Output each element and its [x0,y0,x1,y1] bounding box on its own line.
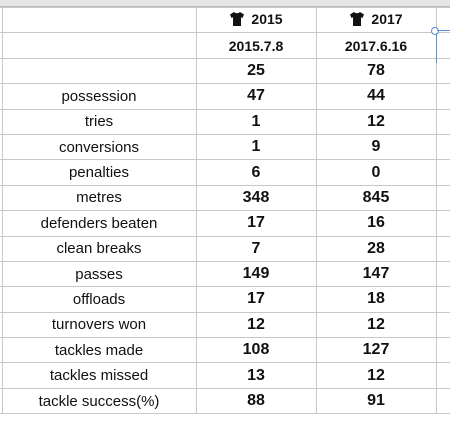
next-column-cell[interactable] [435,83,450,110]
team-a-value[interactable]: 47 [195,83,317,110]
stat-label[interactable]: tackles missed [1,362,197,389]
rugby-jersey-icon [349,11,365,30]
header-year-row: 2015 2017 [0,6,450,34]
team-a-value[interactable]: 6 [195,159,317,186]
next-column-cell[interactable] [435,311,450,339]
team-b-value[interactable]: 9 [315,133,437,161]
stat-label[interactable]: offloads [1,286,197,313]
team-a-value[interactable]: 17 [195,210,317,237]
team-b-value[interactable]: 91 [315,387,437,415]
stat-label[interactable] [1,57,197,85]
team-a-year: 2015 [251,10,283,27]
stat-label[interactable]: penalties [1,159,197,186]
stat-row: clean breaks 7 28 [0,235,450,262]
team-b-value[interactable]: 12 [315,108,437,135]
team-a-date[interactable]: 2015.7.8 [195,32,317,59]
team-b-value[interactable]: 12 [315,311,437,339]
stat-row: passes 149 147 [0,260,450,288]
stat-label[interactable]: defenders beaten [1,210,197,237]
team-a-year-cell[interactable]: 2015 [195,6,317,34]
stat-row: tackles missed 13 12 [0,362,450,389]
next-column-cell[interactable] [435,286,450,313]
stats-spreadsheet: 2015 2017 2015.7.8 2017.6.16 25 78 possess… [0,6,450,415]
column-header-strip [0,0,450,7]
next-column-cell[interactable] [435,210,450,237]
team-a-value[interactable]: 17 [195,286,317,313]
stat-label[interactable]: tackle success(%) [1,387,197,415]
next-column-cell[interactable] [435,133,450,161]
team-b-value[interactable]: 127 [315,337,437,364]
label-cell[interactable] [1,32,197,59]
team-a-value[interactable]: 12 [195,311,317,339]
team-b-value[interactable]: 18 [315,286,437,313]
selection-border [436,33,437,63]
next-column-cell[interactable] [435,159,450,186]
stat-row: 25 78 [0,57,450,85]
team-b-value[interactable]: 44 [315,83,437,110]
team-a-value[interactable]: 1 [195,133,317,161]
stat-row: turnovers won 12 12 [0,311,450,339]
stat-label[interactable]: turnovers won [1,311,197,339]
team-b-value[interactable]: 0 [315,159,437,186]
team-b-value[interactable]: 12 [315,362,437,389]
team-a-value[interactable]: 88 [195,387,317,415]
team-a-value[interactable]: 25 [195,57,317,85]
team-b-date[interactable]: 2017.6.16 [315,32,437,59]
stat-row: tackle success(%) 88 91 [0,387,450,415]
team-a-value[interactable]: 7 [195,235,317,262]
next-column-cell[interactable] [435,184,450,212]
next-column-cell[interactable] [435,108,450,135]
stat-label[interactable]: clean breaks [1,235,197,262]
stat-label[interactable]: possession [1,83,197,110]
stat-label[interactable]: conversions [1,133,197,161]
selection-handle[interactable] [431,27,439,35]
team-a-value[interactable]: 348 [195,184,317,212]
team-a-value[interactable]: 1 [195,108,317,135]
rugby-jersey-icon [229,11,245,30]
stat-row: penalties 6 0 [0,159,450,186]
team-b-year: 2017 [371,10,403,27]
next-column-cell[interactable] [435,57,450,85]
next-column-cell[interactable] [435,387,450,415]
team-a-value[interactable]: 108 [195,337,317,364]
team-a-value[interactable]: 149 [195,260,317,288]
next-column-cell[interactable] [435,32,450,59]
team-b-value[interactable]: 78 [315,57,437,85]
stat-row: tries 1 12 [0,108,450,135]
stat-row: defenders beaten 17 16 [0,210,450,237]
stat-row: conversions 1 9 [0,133,450,161]
stat-label[interactable]: passes [1,260,197,288]
team-b-value[interactable]: 845 [315,184,437,212]
stat-label[interactable]: tries [1,108,197,135]
label-cell[interactable] [1,6,197,34]
next-column-cell[interactable] [435,235,450,262]
header-date-row: 2015.7.8 2017.6.16 [0,32,450,59]
stat-label[interactable]: tackles made [1,337,197,364]
team-b-value[interactable]: 16 [315,210,437,237]
stat-row: metres 348 845 [0,184,450,212]
next-column-cell[interactable] [435,362,450,389]
team-b-value[interactable]: 147 [315,260,437,288]
next-column-cell[interactable] [435,260,450,288]
stat-row: possession 47 44 [0,83,450,110]
next-column-cell[interactable] [435,337,450,364]
selection-border [437,30,450,31]
team-b-year-cell[interactable]: 2017 [315,6,437,34]
team-a-value[interactable]: 13 [195,362,317,389]
stat-row: offloads 17 18 [0,286,450,313]
stat-label[interactable]: metres [1,184,197,212]
stat-row: tackles made 108 127 [0,337,450,364]
team-b-value[interactable]: 28 [315,235,437,262]
